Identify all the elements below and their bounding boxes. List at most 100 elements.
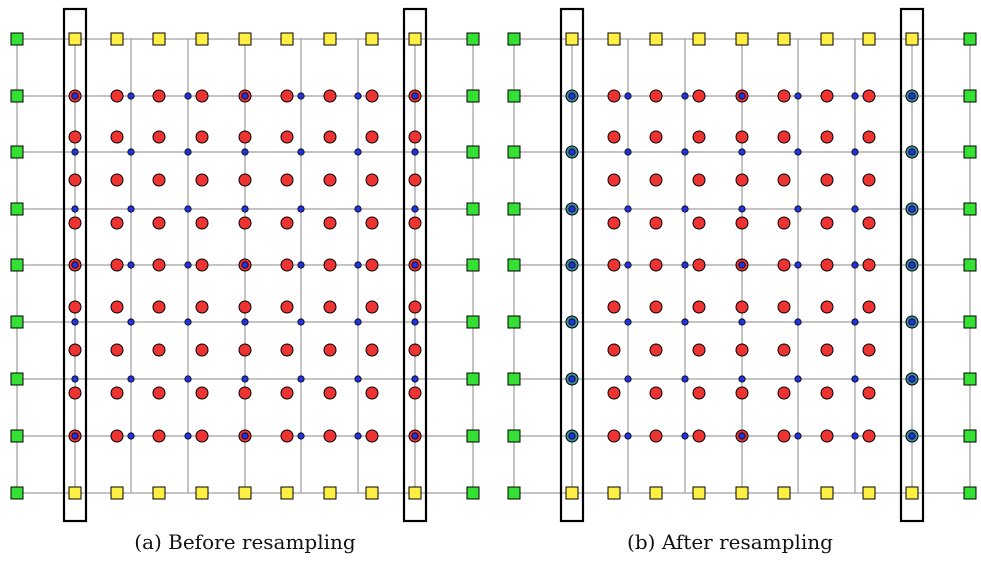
red-sample-dot bbox=[820, 173, 834, 187]
yellow-boundary-square bbox=[820, 32, 834, 46]
red-sample-dot bbox=[607, 258, 621, 272]
red-sample-dot bbox=[862, 216, 876, 230]
blue-grid-node bbox=[241, 92, 249, 100]
blue-grid-node bbox=[354, 92, 362, 100]
red-sample-dot bbox=[607, 89, 621, 103]
green-boundary-square bbox=[466, 202, 480, 216]
blue-grid-node bbox=[738, 205, 746, 213]
red-sample-dot bbox=[862, 173, 876, 187]
red-sample-dot bbox=[110, 258, 124, 272]
red-sample-dot bbox=[607, 343, 621, 357]
highlight-frame bbox=[559, 7, 585, 523]
blue-grid-node bbox=[127, 261, 135, 269]
blue-grid-node bbox=[297, 318, 305, 326]
green-boundary-square bbox=[963, 372, 977, 386]
red-sample-dot bbox=[820, 216, 834, 230]
yellow-boundary-square bbox=[565, 486, 579, 500]
green-boundary-square bbox=[963, 486, 977, 500]
red-sample-dot bbox=[323, 300, 337, 314]
blue-grid-node bbox=[851, 432, 859, 440]
green-boundary-square bbox=[466, 145, 480, 159]
red-sample-dot bbox=[820, 89, 834, 103]
blue-grid-node bbox=[738, 432, 746, 440]
red-sample-dot bbox=[68, 343, 82, 357]
red-sample-dot bbox=[692, 343, 706, 357]
red-sample-dot bbox=[862, 130, 876, 144]
red-sample-dot bbox=[777, 216, 791, 230]
blue-grid-node bbox=[851, 148, 859, 156]
blue-grid-node bbox=[411, 92, 419, 100]
yellow-boundary-square bbox=[607, 486, 621, 500]
red-sample-dot bbox=[692, 429, 706, 443]
green-boundary-square bbox=[963, 32, 977, 46]
blue-grid-node bbox=[624, 148, 632, 156]
red-sample-dot bbox=[195, 429, 209, 443]
blue-grid-node bbox=[794, 92, 802, 100]
red-sample-dot bbox=[195, 300, 209, 314]
blue-grid-node bbox=[241, 375, 249, 383]
blue-grid-node bbox=[624, 318, 632, 326]
blue-grid-node bbox=[794, 375, 802, 383]
red-sample-dot bbox=[777, 386, 791, 400]
blue-grid-node bbox=[411, 148, 419, 156]
red-sample-dot bbox=[820, 429, 834, 443]
blue-grid-node bbox=[297, 432, 305, 440]
blue-grid-node bbox=[71, 92, 79, 100]
blue-grid-node bbox=[297, 261, 305, 269]
blue-grid-node bbox=[908, 92, 916, 100]
red-sample-dot bbox=[649, 258, 663, 272]
red-sample-dot bbox=[280, 386, 294, 400]
green-boundary-square bbox=[507, 145, 521, 159]
blue-grid-node bbox=[738, 375, 746, 383]
blue-grid-node bbox=[184, 148, 192, 156]
blue-grid-node bbox=[241, 205, 249, 213]
red-sample-dot bbox=[408, 343, 422, 357]
green-boundary-square bbox=[10, 89, 24, 103]
red-sample-dot bbox=[408, 173, 422, 187]
blue-grid-node bbox=[908, 261, 916, 269]
red-sample-dot bbox=[735, 300, 749, 314]
red-sample-dot bbox=[862, 429, 876, 443]
yellow-boundary-square bbox=[862, 486, 876, 500]
red-sample-dot bbox=[323, 173, 337, 187]
yellow-boundary-square bbox=[607, 32, 621, 46]
blue-grid-node bbox=[354, 261, 362, 269]
red-sample-dot bbox=[323, 216, 337, 230]
red-sample-dot bbox=[238, 386, 252, 400]
blue-grid-node bbox=[681, 432, 689, 440]
green-boundary-square bbox=[466, 89, 480, 103]
red-sample-dot bbox=[152, 300, 166, 314]
green-boundary-square bbox=[963, 258, 977, 272]
red-sample-dot bbox=[195, 343, 209, 357]
blue-grid-node bbox=[738, 92, 746, 100]
blue-grid-node bbox=[794, 148, 802, 156]
blue-grid-node bbox=[411, 432, 419, 440]
blue-grid-node bbox=[738, 261, 746, 269]
blue-grid-node bbox=[354, 432, 362, 440]
blue-grid-node bbox=[568, 148, 576, 156]
red-sample-dot bbox=[110, 343, 124, 357]
blue-grid-node bbox=[794, 261, 802, 269]
blue-grid-node bbox=[127, 205, 135, 213]
red-sample-dot bbox=[820, 386, 834, 400]
blue-grid-node bbox=[681, 318, 689, 326]
green-boundary-square bbox=[466, 429, 480, 443]
yellow-boundary-square bbox=[323, 486, 337, 500]
red-sample-dot bbox=[280, 429, 294, 443]
blue-grid-node bbox=[568, 92, 576, 100]
yellow-boundary-square bbox=[777, 486, 791, 500]
blue-grid-node bbox=[411, 205, 419, 213]
red-sample-dot bbox=[68, 173, 82, 187]
red-sample-dot bbox=[365, 173, 379, 187]
green-boundary-square bbox=[507, 89, 521, 103]
red-sample-dot bbox=[649, 386, 663, 400]
yellow-boundary-square bbox=[735, 32, 749, 46]
blue-grid-node bbox=[127, 432, 135, 440]
blue-grid-node bbox=[71, 148, 79, 156]
yellow-boundary-square bbox=[820, 486, 834, 500]
red-sample-dot bbox=[195, 258, 209, 272]
blue-grid-node bbox=[241, 261, 249, 269]
yellow-boundary-square bbox=[238, 486, 252, 500]
blue-grid-node bbox=[71, 205, 79, 213]
